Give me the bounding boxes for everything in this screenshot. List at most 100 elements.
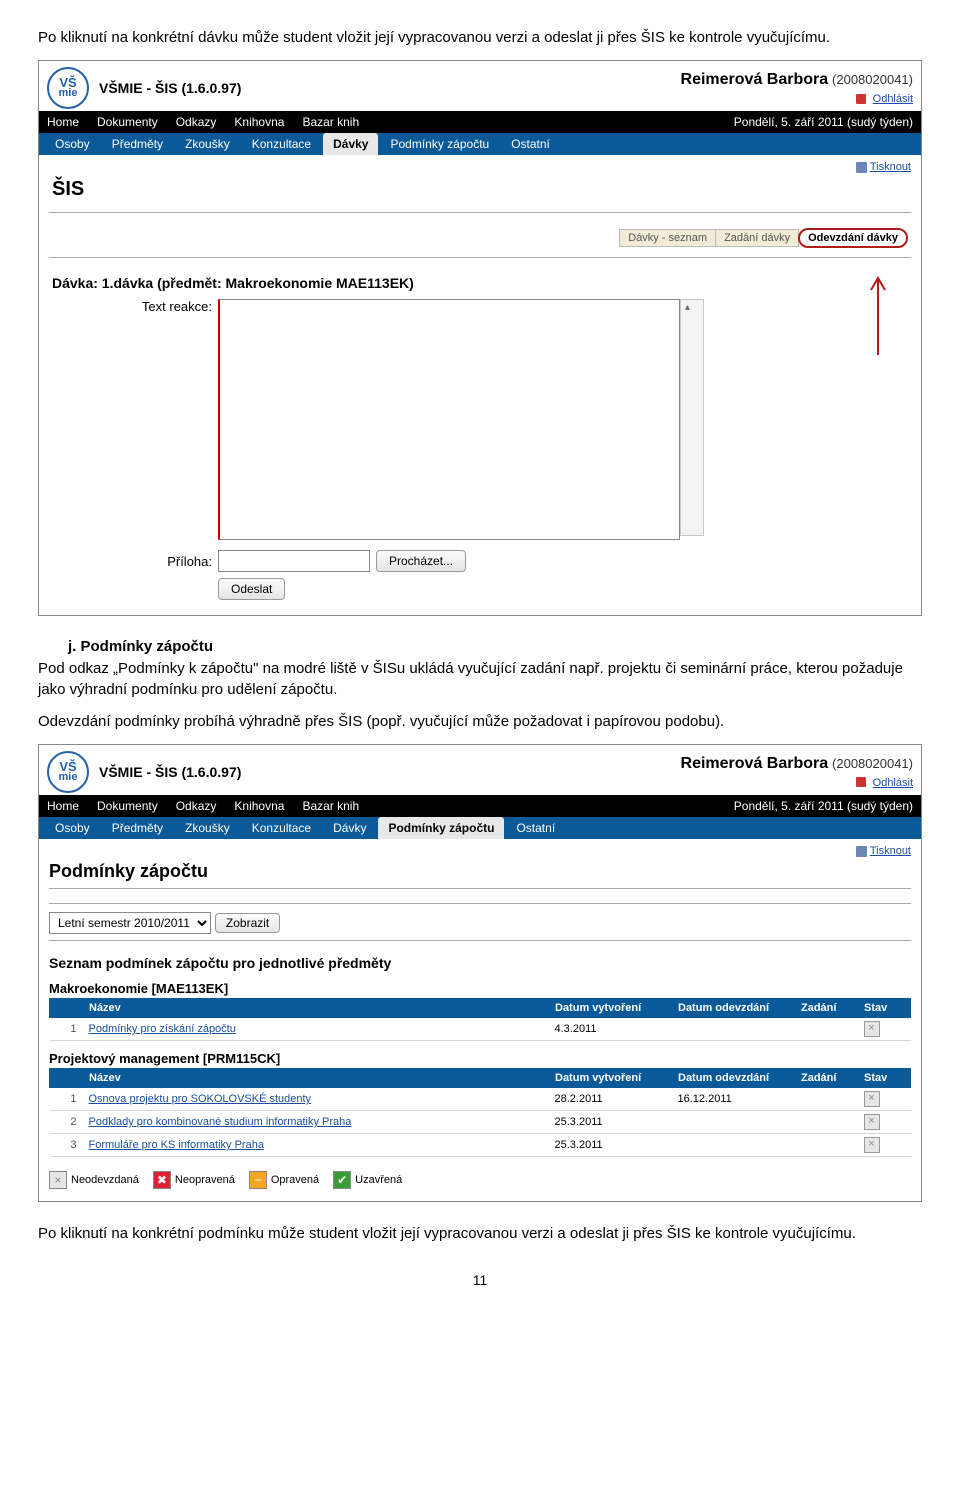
tab-davky-seznam[interactable]: Dávky - seznam xyxy=(619,229,716,247)
heading-podminky: Podmínky zápočtu xyxy=(49,861,911,882)
legend-opravena: Opravená xyxy=(271,1174,319,1186)
row-name-link[interactable]: Podmínky pro získání zápočtu xyxy=(89,1023,236,1035)
subject-2-table: Název Datum vytvoření Datum odevzdání Za… xyxy=(49,1068,911,1157)
user-name-2: Reimerová Barbora xyxy=(681,755,829,772)
subtabs: Dávky - seznamZadání dávkyOdevzdání dávk… xyxy=(60,228,908,248)
legend-icon-uzavrena: ✔ xyxy=(333,1171,351,1189)
nav2b-davky[interactable]: Dávky xyxy=(323,817,376,839)
nav2b-podminky[interactable]: Podmínky zápočtu xyxy=(378,817,504,839)
send-button[interactable]: Odeslat xyxy=(218,578,285,600)
nav1b-knihovna[interactable]: Knihovna xyxy=(234,799,284,813)
row-odev: 16.12.2011 xyxy=(672,1088,795,1111)
show-button[interactable]: Zobrazit xyxy=(215,913,280,933)
textarea-reakce[interactable] xyxy=(218,299,680,540)
list-heading: Seznam podmínek zápočtu pro jednotlivé p… xyxy=(49,955,911,971)
nav2-konzultace[interactable]: Konzultace xyxy=(242,133,321,155)
row-name-link[interactable]: Formuláře pro KS informatiky Praha xyxy=(89,1139,264,1151)
nav2b-konzultace[interactable]: Konzultace xyxy=(242,817,321,839)
nav1-dokumenty[interactable]: Dokumenty xyxy=(97,115,158,129)
legend-icon-neopravena: ✖ xyxy=(153,1171,171,1189)
col-odev: Datum odevzdání xyxy=(672,999,795,1018)
status-icon: × xyxy=(864,1137,880,1153)
semester-row: Letní semestr 2010/2011 Zobrazit xyxy=(49,912,911,934)
col-vytv-2: Datum vytvoření xyxy=(549,1069,672,1088)
legend-icon-opravena: − xyxy=(249,1171,267,1189)
row-zad xyxy=(795,1088,858,1111)
col-vytv: Datum vytvoření xyxy=(549,999,672,1018)
row-vytv: 4.3.2011 xyxy=(549,1018,672,1041)
print-link[interactable]: Tisknout xyxy=(870,161,911,173)
app-title: VŠMIE - ŠIS (1.6.0.97) xyxy=(99,80,241,96)
nav1b-bazar[interactable]: Bazar knih xyxy=(302,799,359,813)
table-row: 3 Formuláře pro KS informatiky Praha 25.… xyxy=(50,1134,911,1157)
row-name-link[interactable]: Podklady pro kombinované studium informa… xyxy=(89,1116,352,1128)
legend: ×Neodevzdaná ✖Neopravená −Opravená ✔Uzav… xyxy=(49,1171,911,1189)
nav1-date: Pondělí, 5. září 2011 (sudý týden) xyxy=(734,115,913,129)
logout-link[interactable]: Odhlásit xyxy=(873,93,913,105)
nav2b-predmety[interactable]: Předměty xyxy=(102,817,173,839)
app-title-2: VŠMIE - ŠIS (1.6.0.97) xyxy=(99,764,241,780)
row-vytv: 28.2.2011 xyxy=(549,1088,672,1111)
label-reakce: Text reakce: xyxy=(142,299,212,314)
nav2b-zkousky[interactable]: Zkoušky xyxy=(175,817,240,839)
nav1b-dokumenty[interactable]: Dokumenty xyxy=(97,799,158,813)
legend-uzavrena: Uzavřená xyxy=(355,1174,402,1186)
header-right-2: Reimerová Barbora (2008020041) Odhlásit xyxy=(681,755,913,789)
davka-title: Dávka: 1.dávka (předmět: Makroekonomie M… xyxy=(52,275,844,291)
logo-line2: mie xyxy=(59,89,78,99)
table-row: 1 Podmínky pro získání zápočtu 4.3.2011 … xyxy=(50,1018,911,1041)
status-icon: × xyxy=(864,1021,880,1037)
heading-sis: ŠIS xyxy=(52,178,834,201)
legend-icon-neodevzdana: × xyxy=(49,1171,67,1189)
browse-button[interactable]: Procházet... xyxy=(376,550,466,572)
nav2b-osoby[interactable]: Osoby xyxy=(45,817,100,839)
table-header-row: Název Datum vytvoření Datum odevzdání Za… xyxy=(50,1069,911,1088)
nav2-zkousky[interactable]: Zkoušky xyxy=(175,133,240,155)
row-odev xyxy=(672,1018,795,1041)
user-name: Reimerová Barbora xyxy=(681,71,829,88)
form-area: Text reakce: xyxy=(112,299,844,540)
file-input[interactable] xyxy=(218,550,370,572)
sis-header: VŠ mie VŠMIE - ŠIS (1.6.0.97) Reimerová … xyxy=(39,61,921,111)
nav1-bazar[interactable]: Bazar knih xyxy=(302,115,359,129)
nav1b-odkazy[interactable]: Odkazy xyxy=(176,799,217,813)
nav2-predmety[interactable]: Předměty xyxy=(102,133,173,155)
tab-odevzdani-davky[interactable]: Odevzdání dávky xyxy=(798,228,908,248)
nav2-osoby[interactable]: Osoby xyxy=(45,133,100,155)
nav1-knihovna[interactable]: Knihovna xyxy=(234,115,284,129)
print-link-2[interactable]: Tisknout xyxy=(870,845,911,857)
print-icon xyxy=(856,162,867,173)
nav1-odkazy[interactable]: Odkazy xyxy=(176,115,217,129)
user-id-2: (2008020041) xyxy=(832,756,913,771)
col-zad-2: Zadání xyxy=(795,1069,858,1088)
screenshot-1: VŠ mie VŠMIE - ŠIS (1.6.0.97) Reimerová … xyxy=(38,60,922,616)
logout-link-2[interactable]: Odhlásit xyxy=(873,777,913,789)
nav2-ostatni[interactable]: Ostatní xyxy=(501,133,560,155)
row-odev xyxy=(672,1134,795,1157)
row-stav: × xyxy=(858,1018,911,1041)
status-icon: × xyxy=(864,1114,880,1130)
print-icon-2 xyxy=(856,846,867,857)
nav2-podminky[interactable]: Podmínky zápočtu xyxy=(380,133,499,155)
semester-select[interactable]: Letní semestr 2010/2011 xyxy=(49,912,211,934)
row-num: 3 xyxy=(50,1134,83,1157)
doc-para-2b: Odevzdání podmínky probíhá výhradně přes… xyxy=(38,712,922,732)
col-zad: Zadání xyxy=(795,999,858,1018)
nav1b-home[interactable]: Home xyxy=(47,799,79,813)
col-odev-2: Datum odevzdání xyxy=(672,1069,795,1088)
row-stav: × xyxy=(858,1134,911,1157)
row-stav: × xyxy=(858,1088,911,1111)
scrollbar-stub[interactable] xyxy=(680,299,704,536)
user-id: (2008020041) xyxy=(832,72,913,87)
label-priloha: Příloha: xyxy=(112,554,218,569)
nav1-home[interactable]: Home xyxy=(47,115,79,129)
screenshot-2: VŠ mie VŠMIE - ŠIS (1.6.0.97) Reimerová … xyxy=(38,744,922,1202)
row-num: 2 xyxy=(50,1111,83,1134)
row-name-link[interactable]: Osnova projektu pro SOKOLOVSKÉ studenty xyxy=(89,1093,312,1105)
nav2-davky[interactable]: Dávky xyxy=(323,133,378,155)
subject-1-title: Makroekonomie [MAE113EK] xyxy=(49,981,911,996)
nav2b-ostatni[interactable]: Ostatní xyxy=(506,817,565,839)
col-stav: Stav xyxy=(858,999,911,1018)
doc-intro: Po kliknutí na konkrétní dávku může stud… xyxy=(38,28,922,48)
tab-zadani-davky[interactable]: Zadání dávky xyxy=(715,229,799,247)
